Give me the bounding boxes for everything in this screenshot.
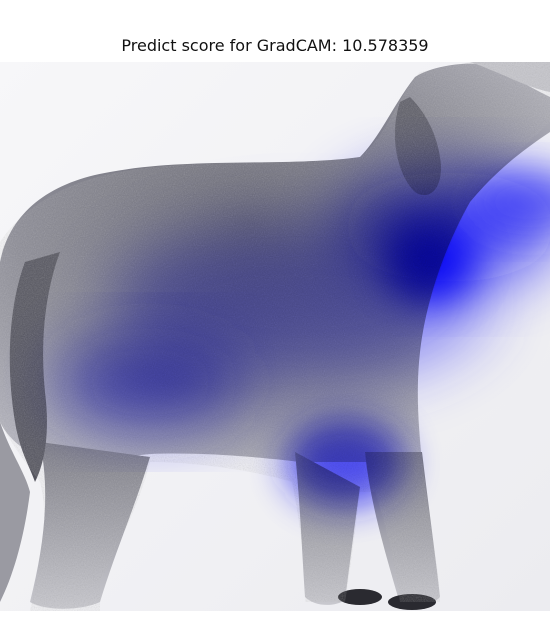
gradcam-heatmap: [55, 172, 550, 507]
gradcam-image: [0, 62, 550, 611]
figure-title: Predict score for GradCAM: 10.578359: [121, 36, 429, 55]
gradcam-visualization: [0, 62, 550, 611]
